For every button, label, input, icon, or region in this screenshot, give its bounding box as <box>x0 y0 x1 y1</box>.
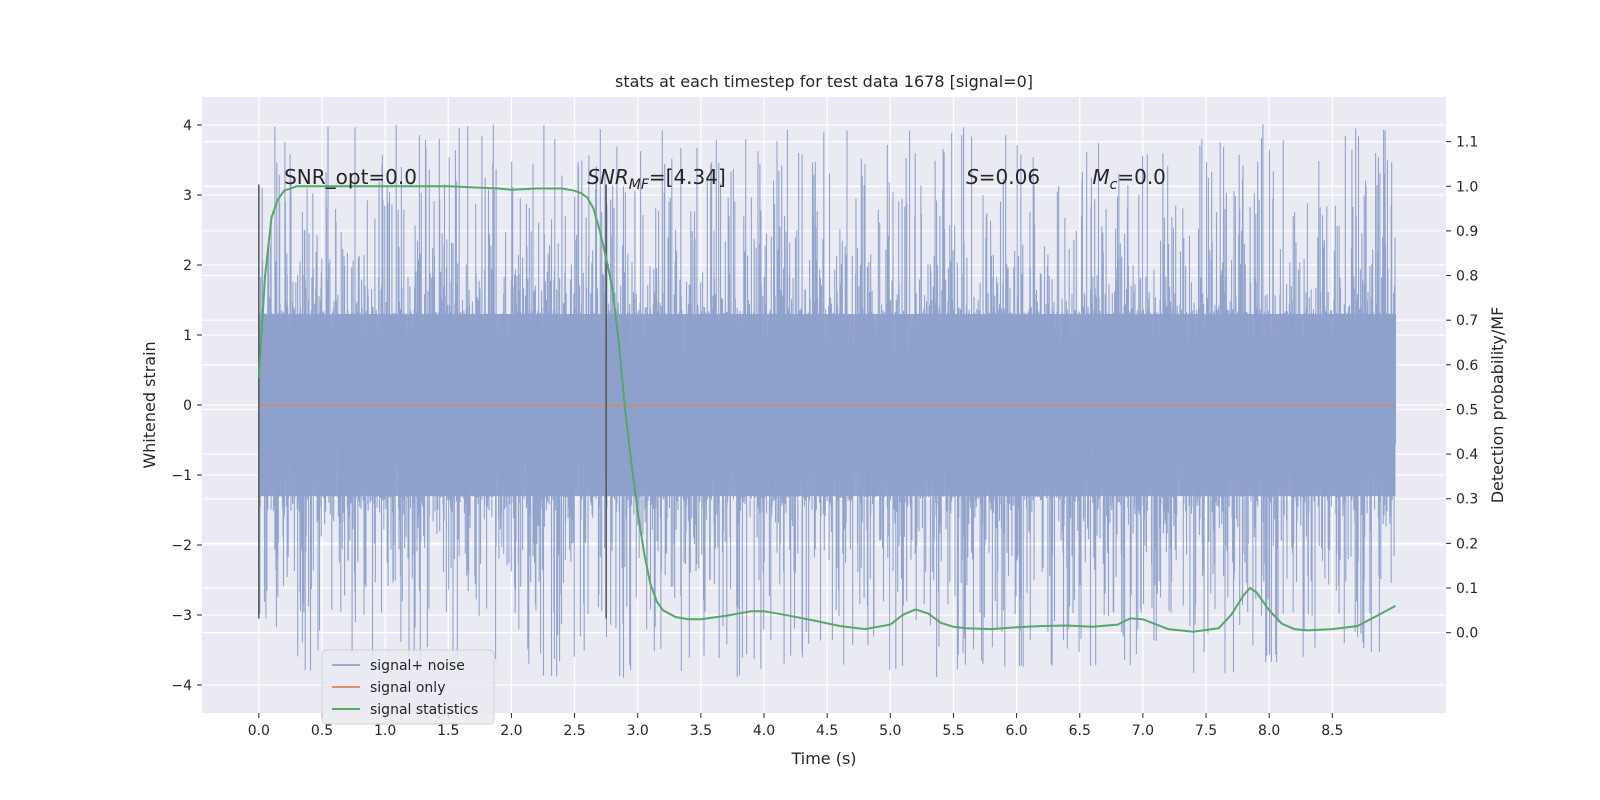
x-tick-label: 5.5 <box>942 723 964 739</box>
annotation: SNR_opt=0.0 <box>284 165 417 189</box>
x-tick-label: 4.0 <box>753 723 775 739</box>
legend-label: signal only <box>370 680 445 696</box>
chart-title: stats at each timestep for test data 167… <box>615 72 1033 91</box>
x-tick-label: 6.5 <box>1069 723 1091 739</box>
y-axis-left: 4 3 2 1 0 −1 −2 −3 −4 <box>171 118 202 694</box>
y-tick-label: 1 <box>183 328 192 344</box>
y-axis-right: 1.1 1.0 0.9 0.8 0.7 0.6 0.5 0.4 0.3 0.2 0.1 0.0 <box>1446 135 1478 642</box>
legend-box <box>321 649 495 725</box>
x-tick-label: 2.5 <box>563 723 585 739</box>
x-axis: 0.0 0.5 1.0 1.5 2.0 2.5 3.0 3.5 4.0 4.5 5.0 5.5 6.0 6… <box>248 713 1343 739</box>
y-tick-label: 2 <box>183 258 192 274</box>
y2-tick-label: 0.8 <box>1456 269 1478 285</box>
y-tick-label: 4 <box>183 118 192 134</box>
x-tick-label: 2.0 <box>500 723 522 739</box>
y-tick-label: −1 <box>171 468 192 484</box>
y2-tick-label: 0.3 <box>1456 492 1478 508</box>
y-tick-label: 3 <box>183 188 192 204</box>
x-tick-label: 7.0 <box>1132 723 1154 739</box>
y-tick-label: −2 <box>171 538 192 554</box>
y2-tick-label: 0.1 <box>1456 581 1478 597</box>
x-tick-label: 5.0 <box>879 723 901 739</box>
y2-tick-label: 0.4 <box>1456 447 1478 463</box>
legend: signal+ noise signal only signal statistic… <box>321 649 495 725</box>
x-tick-label: 1.5 <box>437 723 459 739</box>
y2-tick-label: 1.1 <box>1456 135 1478 151</box>
legend-label: signal statistics <box>370 702 478 718</box>
annotation: Mc=0.0 <box>1092 165 1166 193</box>
x-axis-label: Time (s) <box>790 749 856 768</box>
y2-tick-label: 1.0 <box>1456 179 1478 195</box>
y2-tick-label: 0.6 <box>1456 358 1478 374</box>
y-tick-label: 0 <box>183 398 192 414</box>
y2-tick-label: 0.7 <box>1456 313 1478 329</box>
y2-tick-label: 0.2 <box>1456 536 1478 552</box>
legend-label: signal+ noise <box>370 658 465 674</box>
x-tick-label: 6.0 <box>1005 723 1027 739</box>
x-tick-label: 1.0 <box>374 723 396 739</box>
x-tick-label: 0.0 <box>248 723 270 739</box>
x-tick-label: 3.0 <box>627 723 649 739</box>
x-tick-label: 7.5 <box>1195 723 1217 739</box>
x-tick-label: 0.5 <box>311 723 333 739</box>
y-tick-label: −4 <box>171 678 192 694</box>
y2-tick-label: 0.0 <box>1456 626 1478 642</box>
annotation: S=0.06 <box>966 165 1040 189</box>
signal-statistics-line <box>257 185 1396 633</box>
y2-tick-label: 0.9 <box>1456 224 1478 240</box>
x-tick-label: 3.5 <box>690 723 712 739</box>
y-axis-label: Whitened strain <box>140 341 159 468</box>
y2-axis-label: Detection probability/MF <box>1488 307 1507 504</box>
annotations: SNR_opt=0.0 SNRMF=[4.34] S=0.06 Mc=0.0 <box>284 165 1166 193</box>
y-tick-label: −3 <box>171 608 192 624</box>
y2-tick-label: 0.5 <box>1456 402 1478 418</box>
x-tick-label: 8.0 <box>1258 723 1280 739</box>
annotation: SNRMF=[4.34] <box>587 165 726 193</box>
x-tick-label: 8.5 <box>1321 723 1343 739</box>
x-tick-label: 4.5 <box>816 723 838 739</box>
